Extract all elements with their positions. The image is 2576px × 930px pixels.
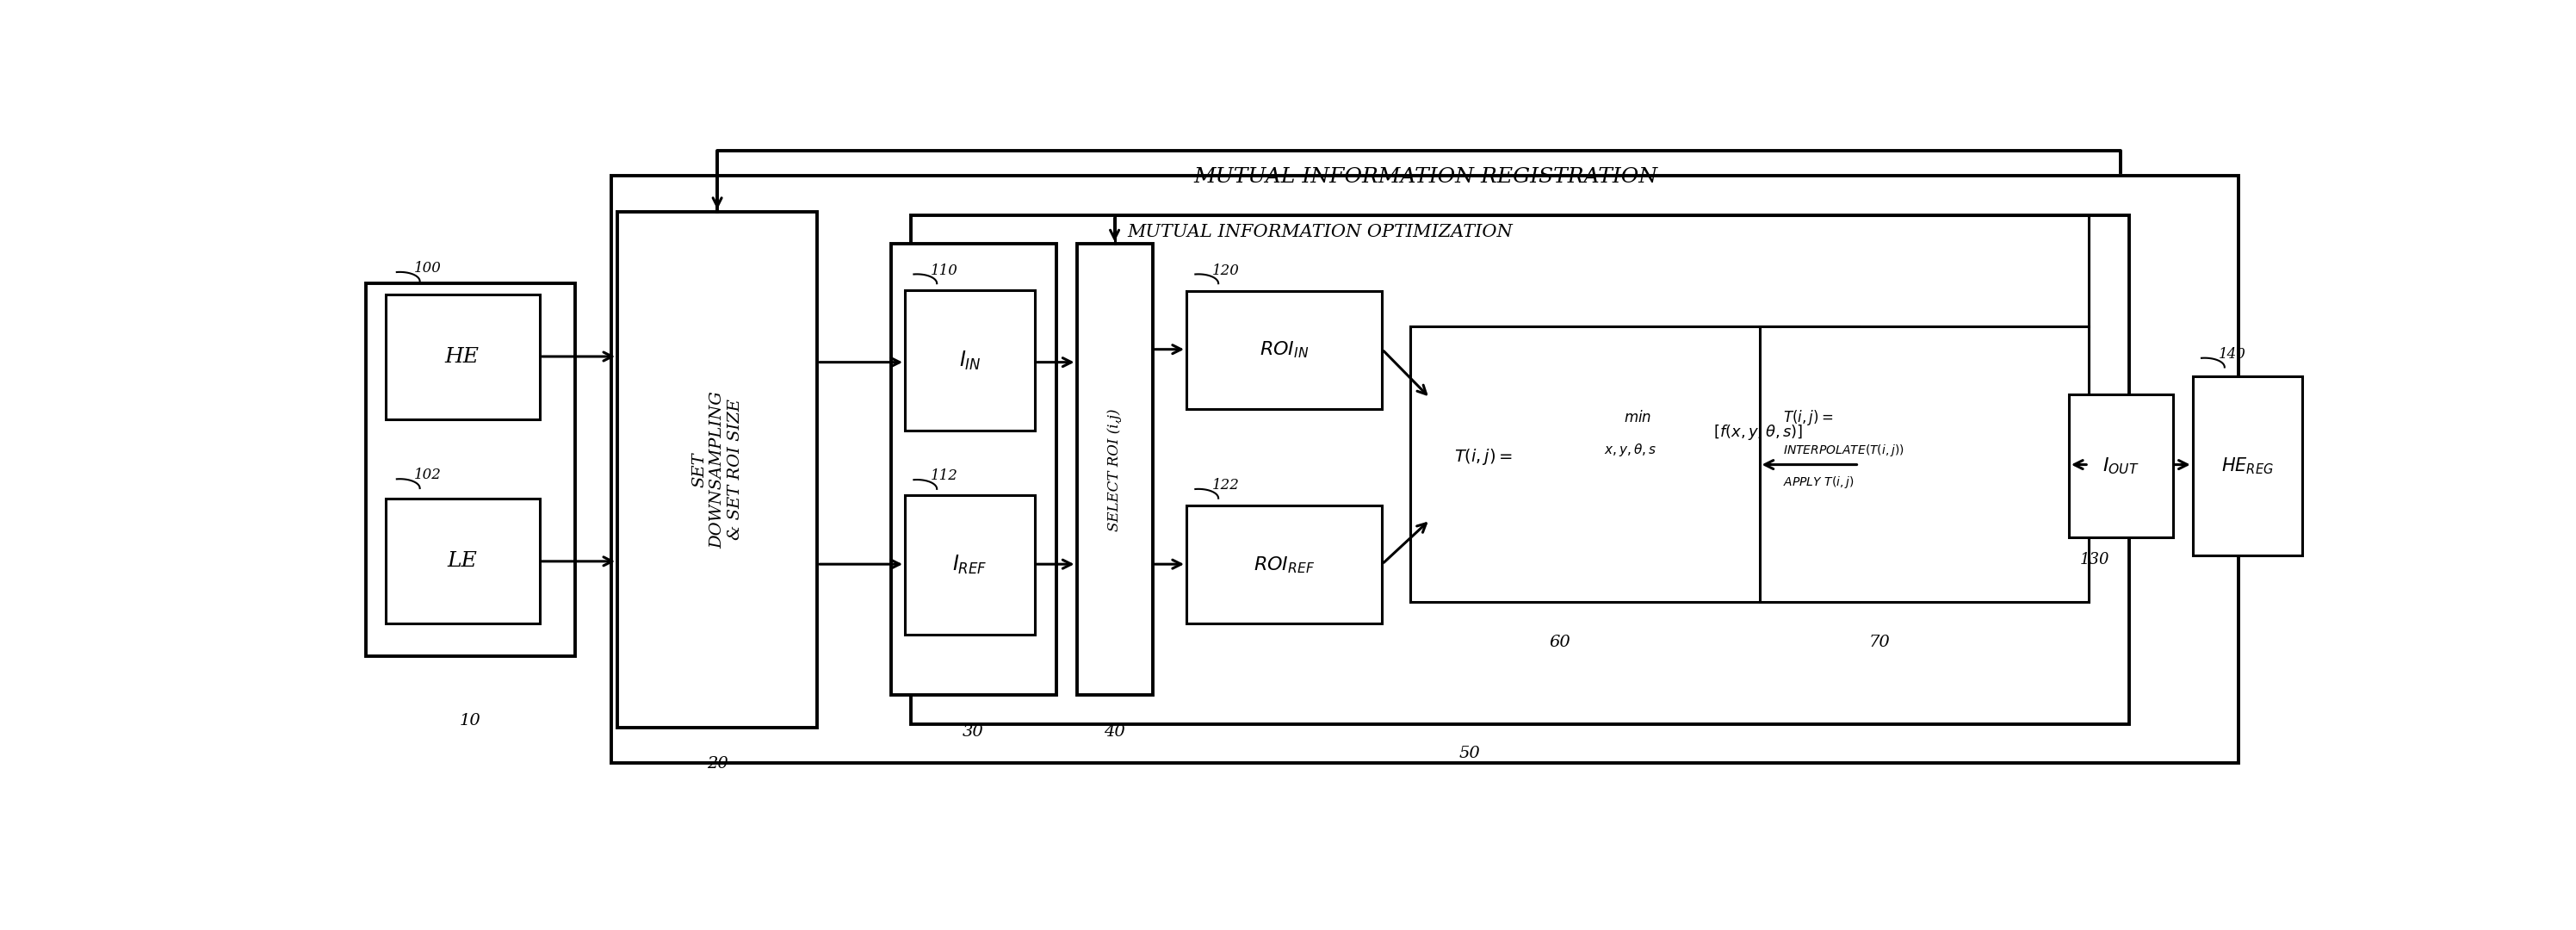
Text: $min$: $min$ [1623,410,1651,426]
Bar [904,290,1036,431]
Bar [618,212,817,727]
Bar [386,498,538,624]
Text: 130: 130 [2079,552,2110,567]
Text: $T(i,j)=$: $T(i,j)=$ [1783,408,1834,427]
Text: $APPLY\ T(i,j)$: $APPLY\ T(i,j)$ [1783,474,1855,490]
Text: SET
DOWNSAMPLING
& SET ROI SIZE: SET DOWNSAMPLING & SET ROI SIZE [690,391,742,549]
Text: LE: LE [446,551,477,571]
Text: MUTUAL INFORMATION OPTIMIZATION: MUTUAL INFORMATION OPTIMIZATION [1128,224,1512,241]
Text: $[f(x,y,\theta,s)]$: $[f(x,y,\theta,s)]$ [1713,422,1803,442]
Bar [1759,326,2089,602]
Text: 102: 102 [415,468,440,483]
Text: 140: 140 [2218,347,2246,362]
Text: $ROI_{IN}$: $ROI_{IN}$ [1260,339,1309,360]
Text: $HE_{REG}$: $HE_{REG}$ [2221,456,2275,476]
Text: $x,y,\theta,s$: $x,y,\theta,s$ [1605,442,1656,458]
Text: $T(i,j)=$: $T(i,j)=$ [1453,447,1512,467]
Bar [1188,290,1383,409]
Text: 120: 120 [1213,263,1239,278]
Text: $I_{OUT}$: $I_{OUT}$ [2102,456,2138,476]
Bar [904,495,1036,634]
Bar [891,244,1056,696]
Text: 112: 112 [930,469,958,484]
Text: $ROI_{REF}$: $ROI_{REF}$ [1255,554,1314,575]
Bar [1409,326,1860,602]
Bar [611,176,2239,764]
Text: $I_{REF}$: $I_{REF}$ [953,553,987,577]
Text: SELECT ROI (i,j): SELECT ROI (i,j) [1108,408,1123,531]
Text: 100: 100 [415,261,440,275]
Bar [386,294,538,419]
Text: 60: 60 [1548,634,1571,650]
Text: $INTERPOLATE(T(i,j))$: $INTERPOLATE(T(i,j))$ [1783,442,1904,458]
Bar [1188,506,1383,624]
Bar [1077,244,1151,696]
Bar [912,216,2128,724]
Text: 70: 70 [1868,634,1891,650]
Bar [366,284,574,656]
Text: $I_{IN}$: $I_{IN}$ [958,350,981,372]
Bar [2192,377,2303,555]
Text: 50: 50 [1458,745,1481,761]
Text: 20: 20 [706,756,729,772]
Text: 110: 110 [930,263,958,278]
Text: HE: HE [446,347,479,366]
Text: 122: 122 [1213,478,1239,493]
Text: MUTUAL INFORMATION REGISTRATION: MUTUAL INFORMATION REGISTRATION [1193,167,1659,187]
Bar [2069,394,2172,538]
Text: 40: 40 [1105,724,1126,739]
Text: 30: 30 [963,724,984,739]
Text: 10: 10 [459,713,479,728]
